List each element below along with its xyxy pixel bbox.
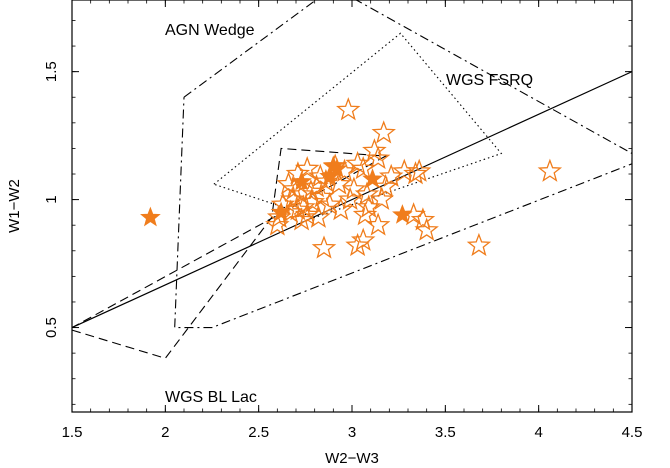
open-star-point <box>369 186 395 211</box>
open-star-point <box>362 138 387 162</box>
x-tick-label: 4 <box>534 424 542 441</box>
open-star-point <box>352 202 378 226</box>
open-star-point <box>537 158 563 182</box>
wgs-bl-lac-label: WGS BL Lac <box>165 389 257 406</box>
open-star-point <box>328 196 354 221</box>
open-star-point <box>414 217 439 241</box>
open-star-point <box>350 156 376 180</box>
x-tick-label: 3 <box>348 424 356 441</box>
filled-star-point <box>392 204 413 224</box>
y-axis: 0.5 1 1.5 <box>43 20 632 405</box>
open-star-point <box>300 189 326 213</box>
filled-star-point <box>140 206 161 227</box>
x-tick-label: 1.5 <box>62 424 83 441</box>
reference-line-layer <box>72 71 632 329</box>
open-star-point <box>406 158 432 182</box>
x-axis-title: W2−W3 <box>325 450 379 467</box>
reference-line <box>72 71 632 329</box>
open-star-point <box>345 232 370 257</box>
open-star-point <box>350 227 376 251</box>
wgs-fsrq-label: WGS FSRQ <box>446 72 533 89</box>
x-tick-label: 4.5 <box>622 424 643 441</box>
open-star-point <box>336 97 361 121</box>
x-tick-label: 3.5 <box>435 424 456 441</box>
filled-star-point <box>362 168 383 188</box>
open-star-point <box>306 204 331 228</box>
open-star-point <box>266 204 292 228</box>
filled-star-point <box>291 170 312 191</box>
markers-layer <box>140 97 563 259</box>
agn-wedge-label: AGN Wedge <box>165 22 255 39</box>
filled-star-point <box>270 201 292 222</box>
open-star-point <box>311 235 337 259</box>
open-star-point <box>337 186 363 211</box>
open-star-point <box>289 207 314 231</box>
open-star-point <box>280 186 305 211</box>
open-star-point <box>373 173 398 198</box>
region-boundary-wgs-fsrq <box>213 32 503 219</box>
open-star-point <box>294 202 320 226</box>
open-star-point <box>354 181 380 205</box>
open-star-point <box>317 191 342 216</box>
open-star-point <box>371 120 396 144</box>
y-tick-label: 1 <box>43 195 60 203</box>
open-star-point <box>341 176 367 200</box>
open-star-point <box>410 207 436 231</box>
open-star-point <box>265 212 290 236</box>
open-star-point <box>365 212 391 236</box>
open-star-point <box>365 145 391 170</box>
open-star-point <box>345 150 370 175</box>
x-tick-label: 2 <box>161 424 169 441</box>
y-tick-label: 1.5 <box>43 61 60 82</box>
y-tick-label: 0.5 <box>43 317 60 338</box>
x-tick-label: 2.5 <box>248 424 269 441</box>
y-axis-title: W1−W2 <box>6 179 23 233</box>
filled-star-point <box>326 157 348 178</box>
open-star-point <box>294 156 320 180</box>
open-star-point <box>466 232 492 257</box>
regions-layer <box>72 0 632 359</box>
x-axis: 1.5 2 2.5 3 3.5 4 4.5 <box>62 0 643 441</box>
